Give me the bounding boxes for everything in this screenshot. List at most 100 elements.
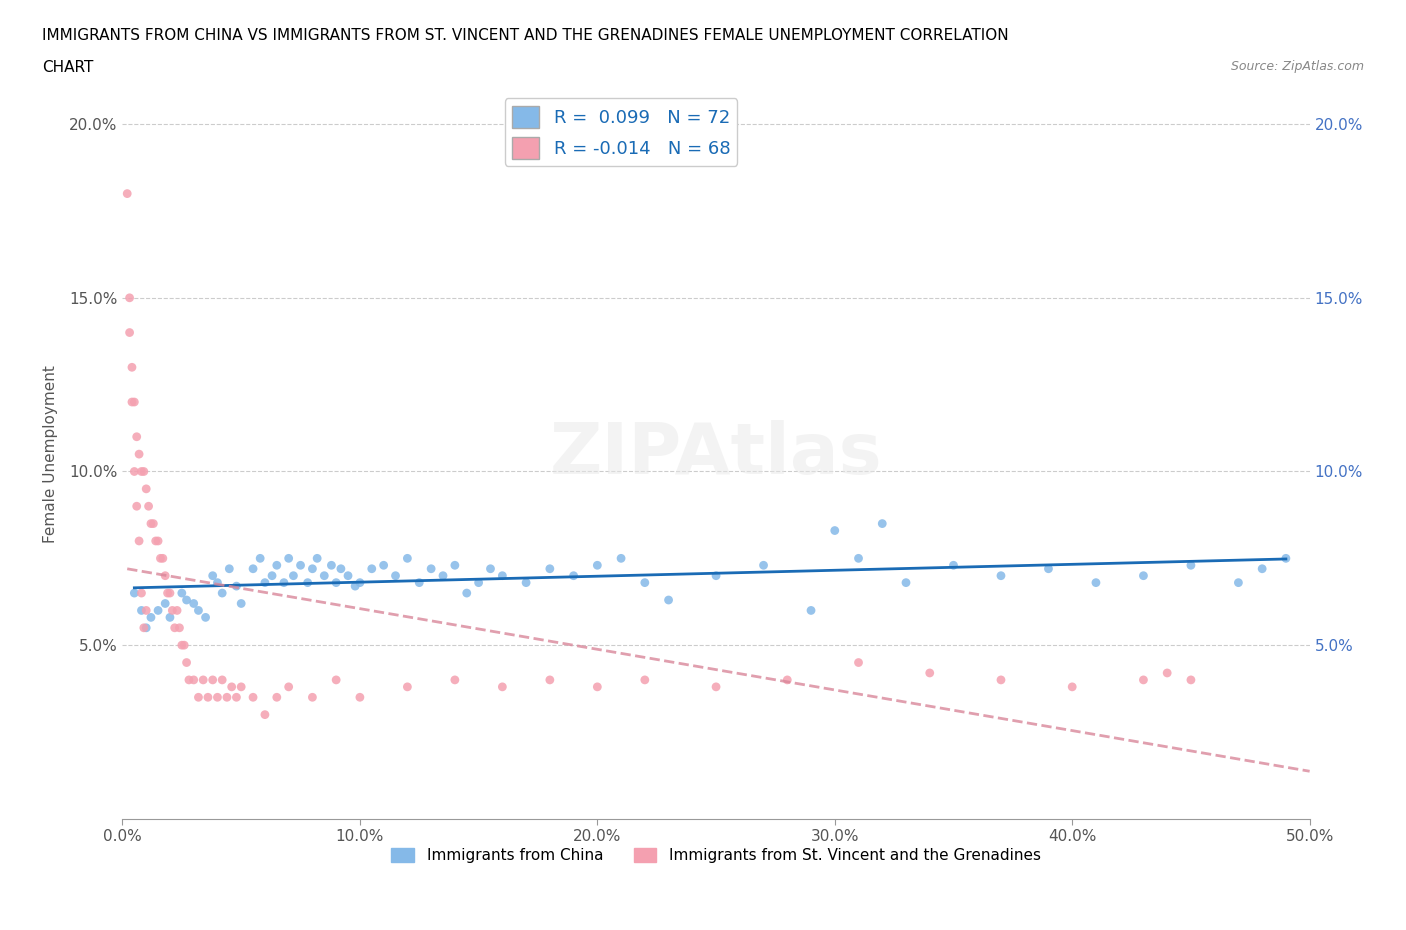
Point	[218, 562, 240, 577]
Point	[142, 516, 165, 531]
Point	[149, 551, 172, 565]
Point	[1180, 672, 1202, 687]
Text: Source: ZipAtlas.com: Source: ZipAtlas.com	[1230, 60, 1364, 73]
Point	[349, 690, 371, 705]
Point	[1084, 576, 1107, 591]
Point	[325, 672, 347, 687]
Point	[211, 586, 233, 601]
Point	[187, 603, 209, 618]
Point	[325, 576, 347, 591]
Y-axis label: Female Unemployment: Female Unemployment	[44, 365, 58, 543]
Point	[1180, 558, 1202, 573]
Point	[118, 326, 141, 340]
Point	[124, 464, 146, 479]
Point	[242, 562, 264, 577]
Point	[131, 603, 153, 618]
Point	[176, 592, 198, 607]
Point	[321, 558, 343, 573]
Point	[221, 680, 243, 695]
Point	[138, 498, 160, 513]
Point	[260, 568, 283, 583]
Point	[197, 690, 219, 705]
Point	[155, 568, 177, 583]
Point	[491, 680, 513, 695]
Point	[1132, 568, 1154, 583]
Point	[253, 576, 276, 591]
Text: IMMIGRANTS FROM CHINA VS IMMIGRANTS FROM ST. VINCENT AND THE GRENADINES FEMALE U: IMMIGRANTS FROM CHINA VS IMMIGRANTS FROM…	[42, 28, 1010, 43]
Point	[344, 578, 367, 593]
Text: ZIPAtlas: ZIPAtlas	[550, 419, 883, 488]
Point	[132, 620, 155, 635]
Point	[162, 603, 184, 618]
Point	[121, 360, 143, 375]
Point	[752, 558, 775, 573]
Point	[169, 620, 191, 635]
Point	[918, 666, 941, 681]
Point	[538, 562, 561, 577]
Point	[277, 551, 299, 565]
Point	[159, 610, 181, 625]
Point	[538, 672, 561, 687]
Point	[215, 690, 238, 705]
Point	[124, 394, 146, 409]
Point	[704, 680, 727, 695]
Point	[173, 638, 195, 653]
Point	[242, 690, 264, 705]
Point	[301, 562, 323, 577]
Point	[211, 672, 233, 687]
Point	[128, 446, 150, 461]
Point	[177, 672, 200, 687]
Point	[194, 610, 217, 625]
Point	[183, 672, 205, 687]
Point	[277, 680, 299, 695]
Point	[894, 576, 917, 591]
Point	[163, 620, 186, 635]
Point	[491, 568, 513, 583]
Point	[314, 568, 336, 583]
Point	[384, 568, 406, 583]
Point	[128, 534, 150, 549]
Point	[135, 482, 157, 497]
Point	[396, 680, 419, 695]
Point	[456, 586, 478, 601]
Point	[193, 672, 215, 687]
Legend: Immigrants from China, Immigrants from St. Vincent and the Grenadines: Immigrants from China, Immigrants from S…	[385, 843, 1047, 870]
Point	[115, 186, 138, 201]
Point	[444, 558, 467, 573]
Point	[125, 430, 148, 445]
Point	[1275, 551, 1298, 565]
Point	[479, 562, 502, 577]
Point	[290, 558, 312, 573]
Point	[273, 576, 295, 591]
Point	[776, 672, 799, 687]
Point	[800, 603, 823, 618]
Point	[1062, 680, 1084, 695]
Point	[135, 603, 157, 618]
Point	[634, 672, 657, 687]
Point	[155, 596, 177, 611]
Point	[231, 680, 253, 695]
Point	[658, 592, 681, 607]
Point	[1251, 562, 1274, 577]
Point	[183, 596, 205, 611]
Point	[170, 586, 193, 601]
Point	[266, 558, 288, 573]
Point	[159, 586, 181, 601]
Point	[870, 516, 893, 531]
Point	[515, 576, 537, 591]
Point	[132, 464, 155, 479]
Point	[360, 562, 382, 577]
Point	[121, 394, 143, 409]
Point	[124, 586, 146, 601]
Point	[824, 523, 846, 538]
Point	[420, 562, 443, 577]
Point	[231, 596, 253, 611]
Point	[156, 586, 179, 601]
Point	[1132, 672, 1154, 687]
Point	[135, 620, 157, 635]
Point	[942, 558, 965, 573]
Point	[253, 707, 276, 722]
Point	[990, 672, 1012, 687]
Point	[207, 576, 229, 591]
Point	[586, 680, 609, 695]
